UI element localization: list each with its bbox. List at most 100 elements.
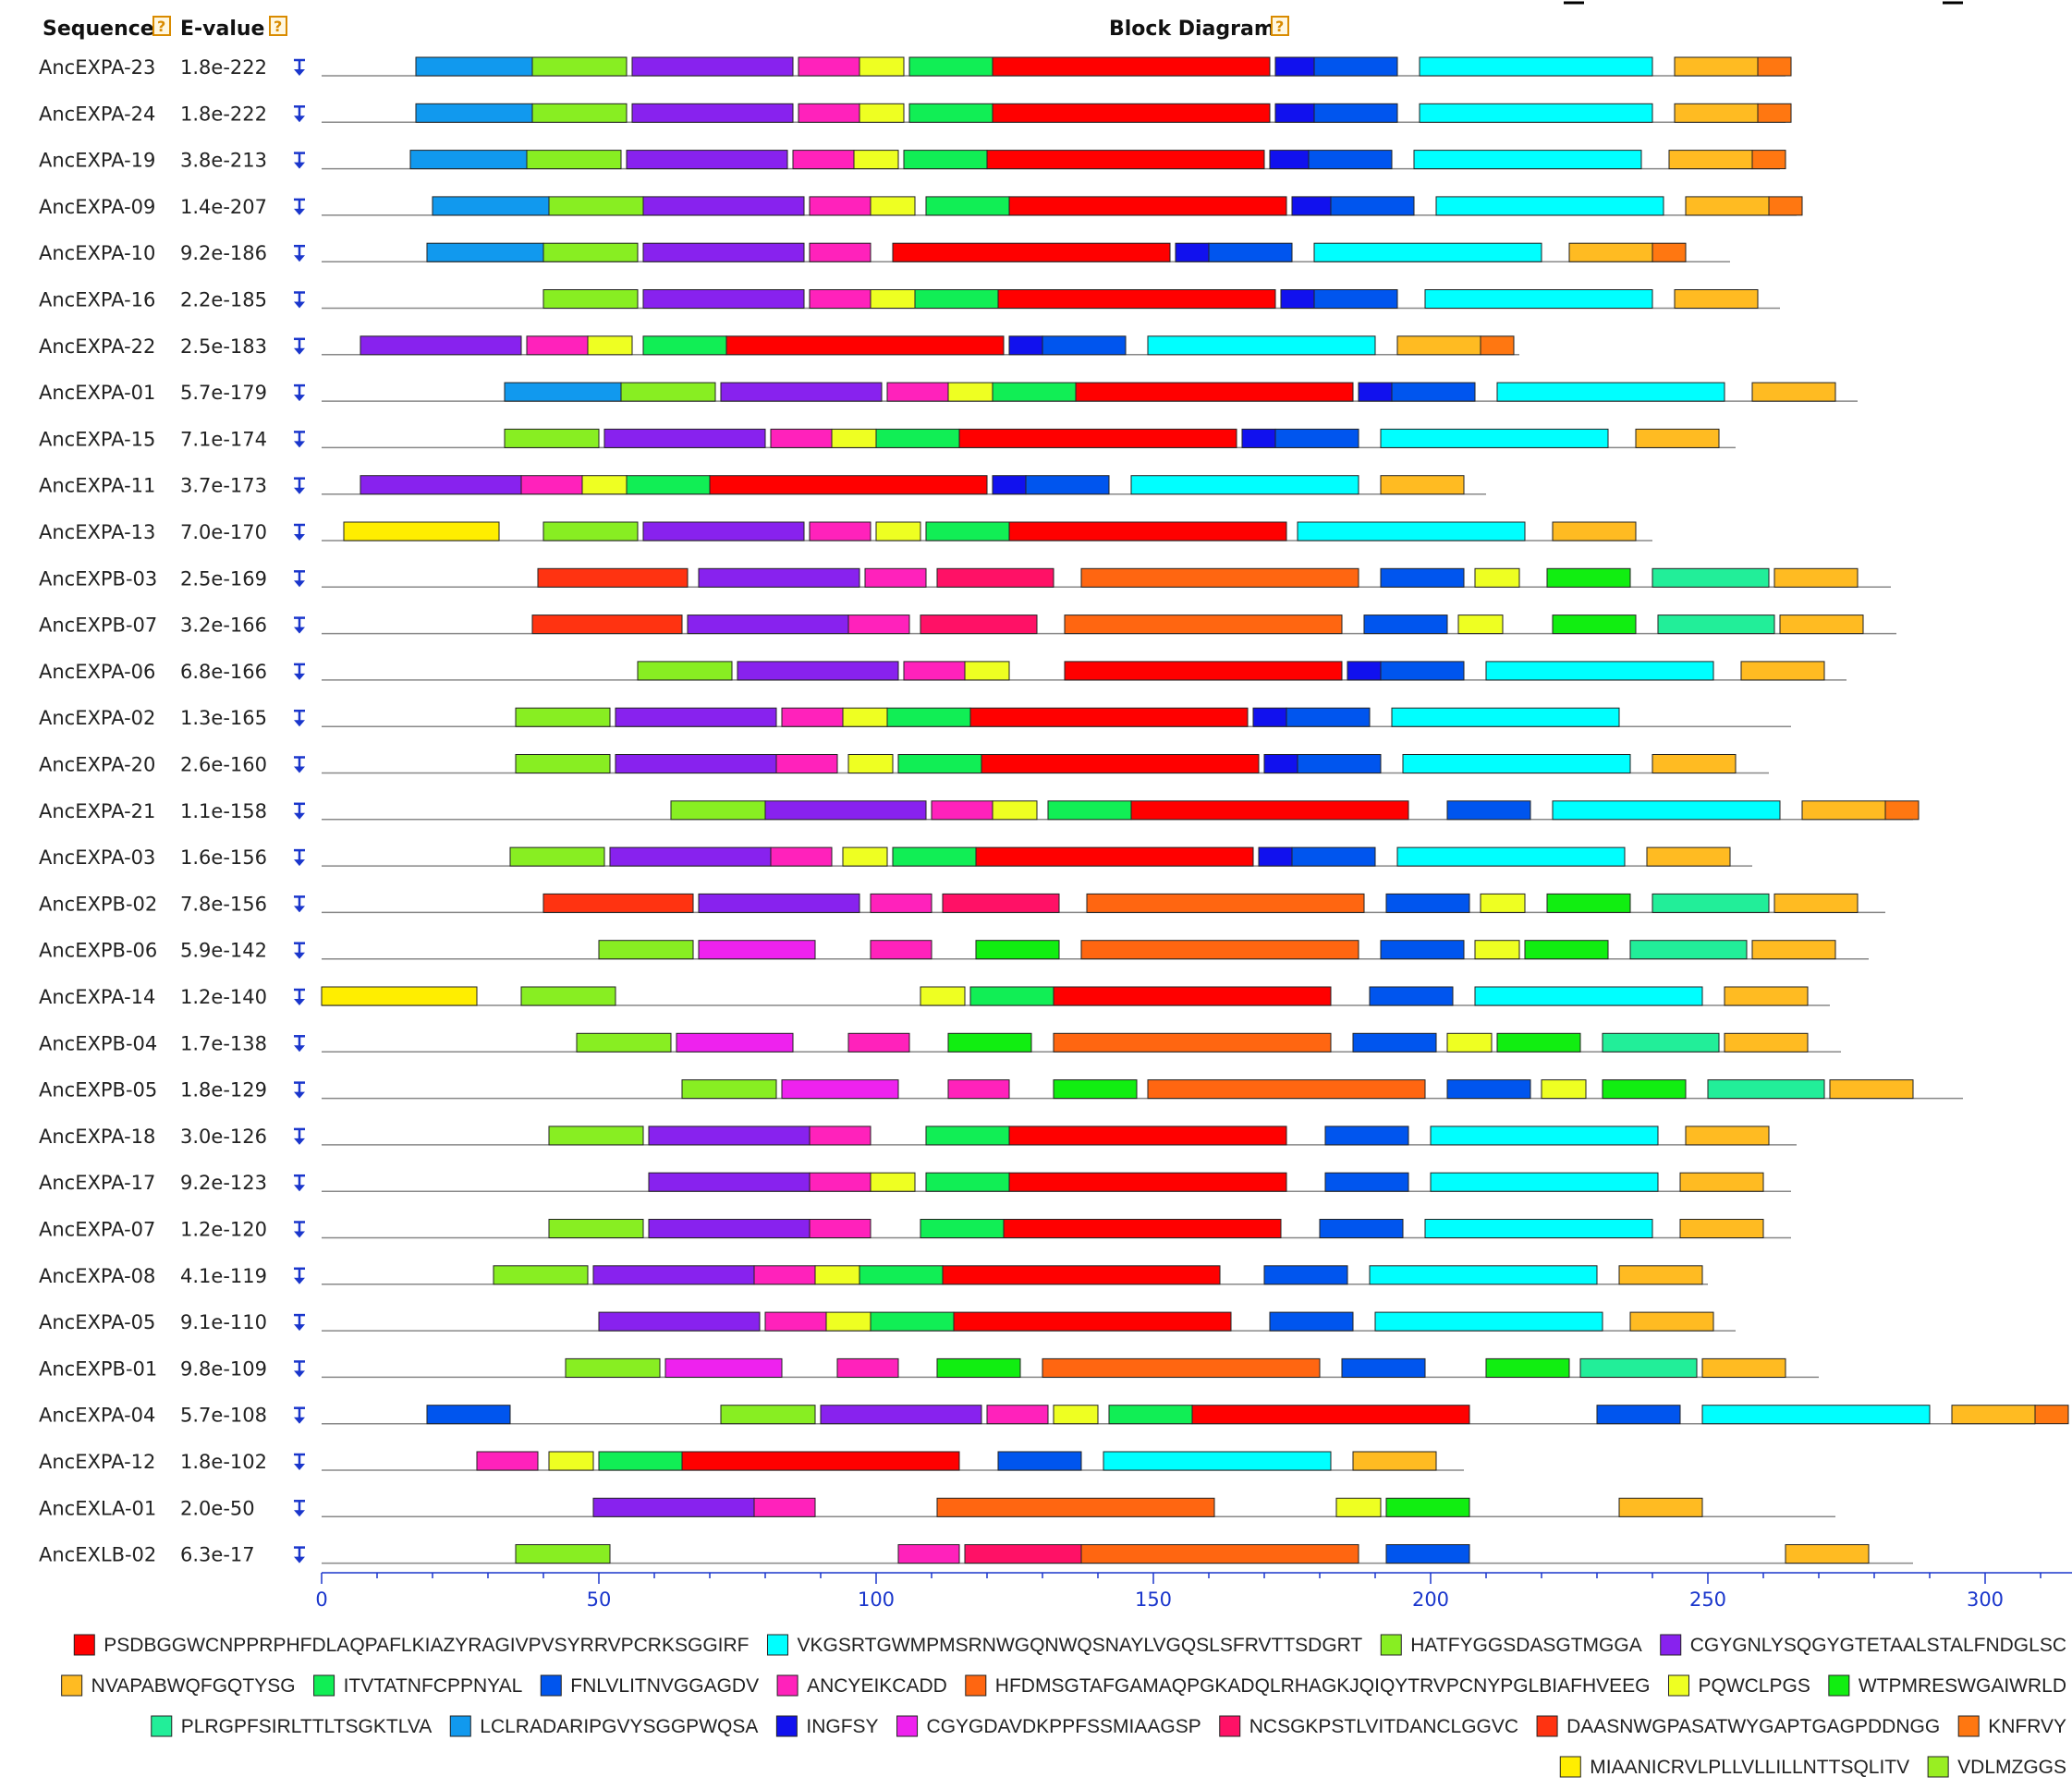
- motif-block[interactable]: [936, 567, 1054, 588]
- motif-block[interactable]: [592, 1265, 755, 1285]
- motif-block[interactable]: [753, 1265, 816, 1285]
- sequence-name[interactable]: AncEXPA-18: [39, 1126, 155, 1148]
- sort-arrow-icon[interactable]: [294, 848, 305, 867]
- motif-block[interactable]: [870, 196, 916, 216]
- motif-block[interactable]: [992, 382, 1077, 402]
- motif-block[interactable]: [1291, 846, 1376, 867]
- motif-block[interactable]: [1208, 242, 1293, 262]
- motif-block[interactable]: [836, 1357, 899, 1378]
- motif-block[interactable]: [1352, 1451, 1437, 1471]
- motif-block[interactable]: [626, 475, 711, 495]
- motif-block[interactable]: [1496, 382, 1725, 402]
- motif-block[interactable]: [969, 707, 1249, 727]
- motif-block[interactable]: [1341, 1357, 1426, 1378]
- motif-block[interactable]: [1602, 1079, 1687, 1100]
- motif-block[interactable]: [1324, 1172, 1409, 1192]
- motif-block[interactable]: [648, 1219, 811, 1238]
- sort-arrow-icon[interactable]: [294, 58, 305, 76]
- motif-block[interactable]: [548, 1451, 594, 1471]
- motif-block[interactable]: [587, 335, 633, 356]
- motif-block[interactable]: [1884, 800, 1920, 821]
- motif-block[interactable]: [1652, 754, 1737, 773]
- motif-block[interactable]: [1347, 661, 1382, 681]
- motif-block[interactable]: [1568, 242, 1653, 262]
- motif-block[interactable]: [920, 1219, 1005, 1238]
- sort-arrow-icon[interactable]: [294, 244, 305, 262]
- motif-block[interactable]: [992, 56, 1271, 77]
- motif-block[interactable]: [504, 382, 622, 402]
- motif-block[interactable]: [853, 150, 899, 170]
- motif-block[interactable]: [1008, 196, 1287, 216]
- motif-block[interactable]: [426, 242, 544, 262]
- motif-block[interactable]: [847, 615, 910, 635]
- motif-block[interactable]: [1674, 103, 1759, 123]
- motif-block[interactable]: [764, 1311, 827, 1332]
- motif-block[interactable]: [1064, 615, 1343, 635]
- sequence-name[interactable]: AncEXPA-05: [39, 1311, 155, 1333]
- motif-block[interactable]: [725, 335, 1005, 356]
- motif-block[interactable]: [2034, 1405, 2069, 1425]
- motif-block[interactable]: [515, 754, 611, 773]
- motif-block[interactable]: [1008, 521, 1287, 542]
- sort-arrow-icon[interactable]: [294, 1313, 305, 1332]
- motif-block[interactable]: [1485, 1357, 1570, 1378]
- motif-block[interactable]: [1768, 196, 1803, 216]
- motif-block[interactable]: [1008, 1126, 1287, 1146]
- motif-block[interactable]: [1674, 56, 1759, 77]
- motif-block[interactable]: [1369, 986, 1454, 1006]
- motif-block[interactable]: [925, 1172, 1010, 1192]
- motif-block[interactable]: [908, 56, 993, 77]
- motif-block[interactable]: [936, 1357, 1021, 1378]
- motif-block[interactable]: [1635, 428, 1720, 448]
- motif-block[interactable]: [1053, 1032, 1332, 1053]
- motif-block[interactable]: [1374, 1311, 1603, 1332]
- motif-block[interactable]: [892, 242, 1171, 262]
- motif-block[interactable]: [1485, 661, 1714, 681]
- sequence-name[interactable]: AncEXPB-03: [39, 567, 157, 590]
- motif-block[interactable]: [1108, 1405, 1193, 1425]
- motif-block[interactable]: [1380, 940, 1465, 960]
- motif-block[interactable]: [1652, 567, 1770, 588]
- motif-block[interactable]: [1679, 1219, 1764, 1238]
- motif-block[interactable]: [809, 196, 871, 216]
- motif-block[interactable]: [720, 1405, 816, 1425]
- motif-block[interactable]: [914, 289, 999, 309]
- sort-arrow-icon[interactable]: [294, 198, 305, 215]
- sequence-name[interactable]: AncEXPA-03: [39, 846, 155, 869]
- motif-block[interactable]: [1369, 1265, 1598, 1285]
- motif-block[interactable]: [1047, 800, 1132, 821]
- motif-block[interactable]: [1652, 893, 1770, 913]
- motif-block[interactable]: [1391, 382, 1476, 402]
- motif-block[interactable]: [1064, 661, 1343, 681]
- sequence-name[interactable]: AncEXPA-20: [39, 754, 155, 776]
- sequence-name[interactable]: AncEXPA-06: [39, 661, 155, 683]
- sort-arrow-icon[interactable]: [294, 942, 305, 959]
- sort-arrow-icon[interactable]: [294, 1406, 305, 1424]
- motif-block[interactable]: [598, 940, 694, 960]
- sequence-name[interactable]: AncEXPA-01: [39, 382, 155, 404]
- sort-arrow-icon[interactable]: [294, 1453, 305, 1470]
- sequence-name[interactable]: AncEXPA-04: [39, 1405, 155, 1427]
- sequence-name[interactable]: AncEXPA-09: [39, 196, 155, 218]
- motif-block[interactable]: [992, 475, 1027, 495]
- motif-block[interactable]: [870, 1311, 955, 1332]
- motif-block[interactable]: [1291, 196, 1332, 216]
- sequence-name[interactable]: AncEXPA-12: [39, 1451, 155, 1473]
- sequence-name[interactable]: AncEXPB-01: [39, 1357, 157, 1380]
- motif-block[interactable]: [1402, 754, 1631, 773]
- motif-block[interactable]: [432, 196, 550, 216]
- motif-block[interactable]: [1668, 150, 1753, 170]
- motif-block[interactable]: [1241, 428, 1276, 448]
- block-diagram-help-icon[interactable]: ?: [1271, 16, 1289, 36]
- motif-block[interactable]: [598, 1451, 683, 1471]
- sequence-name[interactable]: AncEXPA-23: [39, 56, 155, 79]
- sequence-name[interactable]: AncEXPB-06: [39, 940, 157, 962]
- motif-block[interactable]: [642, 289, 805, 309]
- motif-block[interactable]: [847, 754, 894, 773]
- motif-block[interactable]: [1396, 846, 1626, 867]
- motif-block[interactable]: [576, 1032, 672, 1053]
- motif-block[interactable]: [964, 661, 1010, 681]
- motif-block[interactable]: [1618, 1497, 1703, 1517]
- sort-arrow-icon[interactable]: [294, 756, 305, 773]
- sort-arrow-icon[interactable]: [294, 709, 305, 727]
